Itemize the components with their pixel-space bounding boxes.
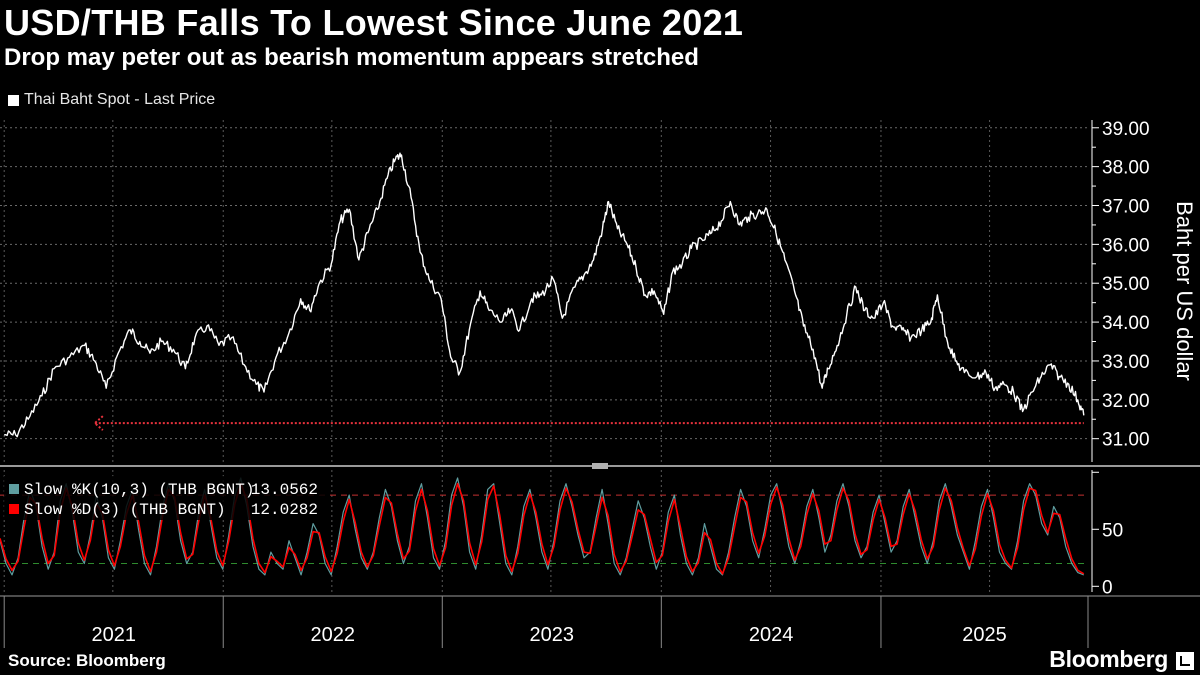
y-tick-label: 34.00 [1102, 313, 1150, 334]
oscillator-panel: 0 50 [0, 471, 1123, 598]
bloomberg-chart-icon [1176, 652, 1194, 670]
oscillator-legend: Slow %K(10,3) (THB BGNT)13.0562 Slow %D(3… [4, 476, 330, 520]
axes [0, 120, 1200, 597]
y-tick-label: 38.00 [1102, 158, 1150, 179]
x-tick-label: 2024 [749, 624, 794, 646]
grid-lines [0, 120, 1088, 592]
slow-d-line [0, 482, 1085, 575]
y-tick-label: 39.00 [1102, 119, 1150, 140]
y-axis-label: Baht per US dollar [1172, 201, 1197, 381]
x-tick-label: 2022 [311, 624, 356, 646]
price-series [4, 152, 1085, 438]
y-tick-label: 31.00 [1102, 430, 1150, 451]
osc-legend-swatch [9, 484, 19, 494]
legend-swatch-white [8, 94, 19, 106]
osc-y-tick-label: 50 [1102, 520, 1123, 541]
legend-main: Thai Baht Spot - Last Price [8, 91, 215, 109]
y-tick-label: 35.00 [1102, 274, 1150, 295]
x-tick-label: 2025 [962, 624, 1007, 646]
source-note: Source: Bloomberg [8, 651, 166, 670]
support-arrow [93, 415, 104, 431]
osc-legend-label: Slow %K(10,3) (THB BGNT) [24, 481, 254, 499]
x-tick-label: 2021 [91, 624, 136, 646]
y-axis-ticks: 39.00 38.00 37.00 36.00 35.00 34.00 33.00 32.00… [1092, 119, 1150, 451]
x-tick-label: 2023 [530, 624, 575, 646]
osc-legend-bg [4, 476, 330, 520]
y-tick-label: 36.00 [1102, 235, 1150, 256]
y-tick-label: 32.00 [1102, 391, 1150, 412]
osc-legend-swatch [9, 504, 19, 514]
osc-legend-label: Slow %D(3) (THB BGNT) [24, 501, 226, 519]
legend-main-label: Thai Baht Spot - Last Price [24, 91, 216, 108]
osc-y-tick-label: 0 [1102, 577, 1113, 598]
annotations [93, 415, 1084, 431]
slow-k-line [0, 477, 1085, 576]
osc-legend-value: 13.0562 [251, 481, 318, 499]
chart-title: USD/THB Falls To Lowest Since June 2021 [4, 2, 744, 43]
price-line [4, 152, 1085, 438]
osc-legend-value: 12.0282 [251, 501, 318, 519]
panel-resize-handle [592, 463, 608, 469]
brand-logo: Bloomberg [1049, 646, 1168, 672]
y-tick-label: 33.00 [1102, 352, 1150, 373]
x-axis-ticks: 2021 2022 2023 2024 2025 [3, 596, 1089, 648]
y-tick-label: 37.00 [1102, 197, 1150, 218]
y-axis-title: Baht per US dollar [1172, 201, 1197, 381]
chart-subtitle: Drop may peter out as bearish momentum a… [4, 44, 699, 71]
